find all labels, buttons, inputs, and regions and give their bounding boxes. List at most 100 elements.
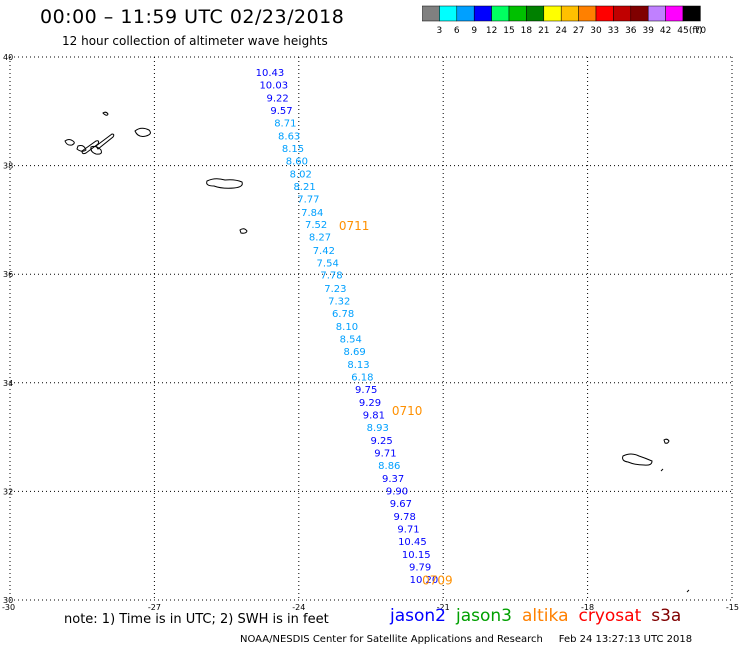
island-outline [206,178,243,189]
color-swatch [682,5,701,22]
satellite-legend: jason2 jason3 altika cryosat s3a [390,606,691,626]
color-scale-label: 33 [608,26,619,36]
color-scale-label: 70 [695,26,707,36]
swh-value-label: 8.93 [367,423,389,434]
pass-time-label: 0709 [422,573,453,587]
island-outline [90,145,102,155]
pass-time-labels: 0711 0710 0709 [339,219,453,588]
island-outline [686,589,690,593]
island-outline [239,228,248,234]
color-scale-label: 12 [486,26,497,36]
swh-value-label: 9.37 [382,474,404,485]
swh-value-label: 8.54 [340,334,362,345]
swh-value-label: 10.43 [256,68,285,79]
island-outline [622,453,653,466]
swh-value-label: 8.21 [293,182,315,193]
y-tick-label: 32 [3,487,13,496]
color-scale-label: 30 [590,26,602,36]
y-tick-label: 30 [3,596,13,605]
swh-value-label: 8.10 [336,322,358,333]
page-title: 00:00 – 11:59 UTC 02/23/2018 [40,6,345,28]
swh-value-label: 7.54 [317,258,339,269]
island-outline [663,438,670,444]
swh-value-label: 9.78 [394,512,416,523]
color-scale-label: 9 [471,26,477,36]
swh-value-label: 9.25 [370,436,392,447]
x-tick-label: -18 [581,603,594,612]
swh-value-label: 8.69 [344,347,366,358]
x-tick-label: -24 [292,603,305,612]
swh-value-label: 8.15 [282,144,304,155]
color-scale-label: 36 [625,26,637,36]
color-scale-label: 21 [538,26,549,36]
x-tick-label: -21 [437,603,450,612]
color-scale-label: 15 [503,26,514,36]
swh-value-label: 9.81 [363,410,385,421]
swh-value-label: 7.32 [328,296,350,307]
color-scale-label: 18 [521,26,533,36]
island-outline [660,468,664,472]
island-outline [102,111,109,116]
swh-value-label: 7.84 [301,208,323,219]
swh-value-label: 9.67 [390,499,412,510]
legend-item-s3a: s3a [651,606,682,626]
color-scale-unit: (ft) [689,26,703,36]
swh-value-label: 8.86 [378,461,400,472]
swh-value-label: 9.29 [359,398,381,409]
island-outline [95,133,115,150]
page-subtitle: 12 hour collection of altimeter wave hei… [62,34,328,48]
y-tick-label: 36 [3,270,13,279]
swh-value-label: 7.77 [297,195,319,206]
swh-value-label: 9.71 [397,524,419,535]
swh-data-labels: 10.4310.039.229.578.718.638.158.608.028.… [256,68,439,586]
credit-line: NOAA/NESDIS Center for Satellite Applica… [240,634,693,645]
swh-value-label: 9.71 [374,448,396,459]
swh-value-label: 10.20 [410,575,439,586]
x-tick-label: -30 [2,603,15,612]
swh-value-label: 7.52 [305,220,327,231]
legend-item-jason2: jason2 [390,606,446,626]
color-scale-label: 42 [660,26,671,36]
swh-value-label: 8.27 [309,233,331,244]
swh-value-label: 10.45 [398,537,427,548]
color-scale-legend: 3 6 9 12 15 18 21 24 27 30 33 36 39 42 45 70(ft) [422,5,707,36]
color-scale-label: 6 [454,26,460,36]
y-tick-label: 38 [3,162,13,171]
pass-time-label: 0710 [392,404,423,418]
x-tick-label: -15 [726,603,739,612]
y-tick-label: 40 [3,53,13,62]
color-scale-label: 24 [555,26,567,36]
swh-value-label: 7.42 [313,246,335,257]
swh-value-label: 10.15 [402,550,431,561]
swh-value-label: 9.57 [270,106,292,117]
swh-value-label: 9.22 [266,94,288,105]
axis-tick-labels: 30 32 34 36 38 40 -30 -27 -24 -21 -18 -15 [2,53,739,612]
swh-value-label: 8.13 [347,360,369,371]
legend-item-cryosat: cryosat [578,606,642,626]
island-outline [134,127,151,137]
swh-value-label: 7.78 [320,271,342,282]
color-scale-label: 39 [642,26,654,36]
footer-note: note: 1) Time is in UTC; 2) SWH is in fe… [64,612,329,627]
island-outline [64,139,75,146]
color-scale-label: 3 [437,26,443,36]
swh-value-label: 9.75 [355,385,377,396]
swh-value-label: 7.23 [324,284,346,295]
swh-value-label: 8.71 [274,119,296,130]
y-tick-label: 34 [3,379,13,388]
color-scale-label: 27 [573,26,584,36]
swh-value-label: 9.79 [409,562,431,573]
island-outline [76,145,87,152]
swh-value-label: 10.03 [259,81,288,92]
coastline-islands [64,111,690,593]
swh-value-label: 8.63 [278,132,300,143]
swh-value-label: 9.90 [386,486,408,497]
swh-value-label: 6.78 [332,309,354,320]
color-scale-label: 45 [677,26,688,36]
swh-value-label: 8.02 [290,170,312,181]
swh-value-label: 8.60 [286,157,308,168]
legend-item-altika: altika [522,606,569,626]
x-tick-label: -27 [148,603,161,612]
legend-item-jason3: jason3 [456,606,512,626]
